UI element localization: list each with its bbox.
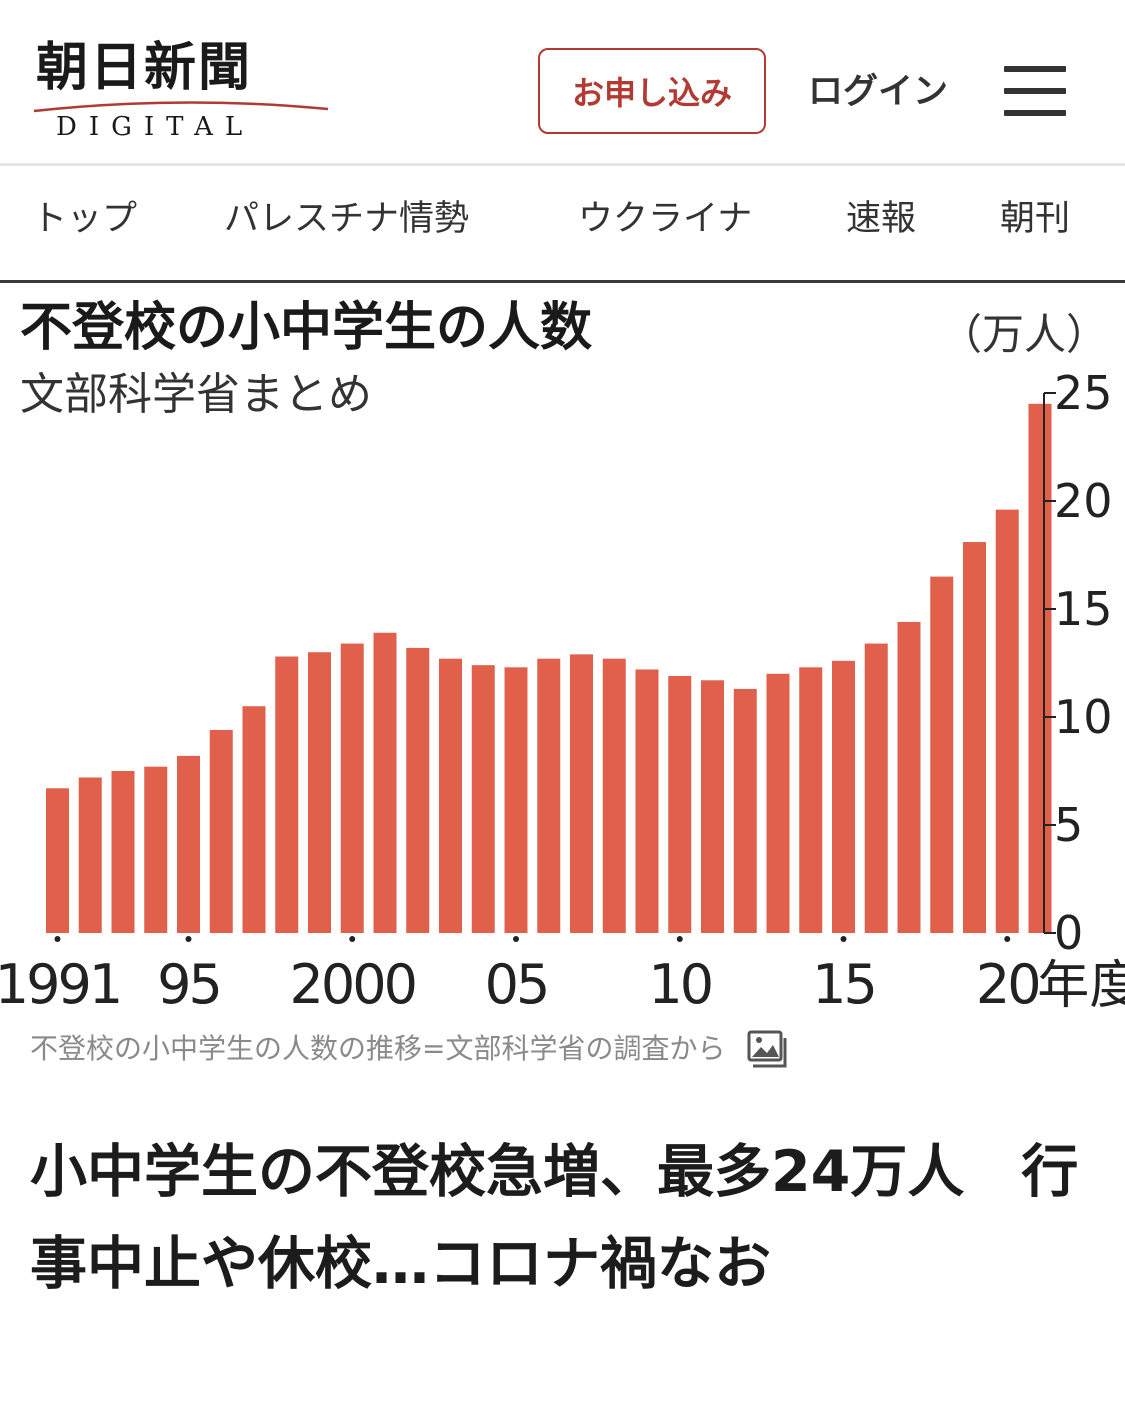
x-tick-label-2010: 10: [648, 953, 711, 1016]
x-axis-suffix: 年度: [1037, 956, 1125, 1016]
x-tick-dot-2010: [676, 936, 683, 942]
caption-row: 不登校の小中学生の人数の推移=文部科学省の調査から: [30, 1029, 787, 1069]
x-tick-dot-2015: [840, 936, 847, 942]
bar-2014: [799, 667, 823, 933]
bar-1992: [78, 777, 102, 933]
nav-item-palestine[interactable]: パレスチナ情勢: [224, 199, 470, 239]
site-header: 朝日新聞 DIGITAL お申し込み ログイン: [0, 0, 1125, 166]
bar-2011: [701, 680, 724, 933]
y-tick-label-15: 15: [1054, 582, 1113, 636]
x-tick-label-2015: 15: [812, 953, 875, 1016]
hamburger-menu-icon[interactable]: [1004, 66, 1066, 118]
bar-2000: [340, 643, 364, 933]
logo-swoosh-icon: [33, 101, 329, 113]
nav-item-ukraine[interactable]: ウクライナ: [578, 199, 753, 239]
article-headline: 小中学生の不登校急増、最多24万人 行事中止や休校…コロナ禍なお: [30, 1139, 1079, 1297]
bar-2017: [897, 621, 921, 933]
chart-unit: （万人）: [940, 310, 1108, 359]
x-tick-dot-1991: [54, 936, 61, 942]
nav-item-breaking[interactable]: 速報: [846, 199, 917, 239]
nav-item-top[interactable]: トップ: [32, 199, 138, 239]
bar-2008: [602, 658, 626, 933]
x-tick-dot-2005: [513, 936, 519, 942]
bar-2016: [864, 643, 888, 933]
bar-2001: [373, 632, 397, 933]
bar-2021: [1028, 403, 1052, 933]
bar-1994: [144, 766, 168, 933]
logo-text: 朝日新聞: [36, 37, 253, 98]
x-tick-label-1995: 95: [157, 953, 220, 1016]
y-tick-label-25: 25: [1054, 366, 1113, 420]
x-tick-label-2000: 2000: [290, 953, 415, 1016]
bar-1999: [308, 652, 331, 933]
bar-2012: [733, 688, 757, 933]
x-tick-label-1991: 1991: [0, 953, 120, 1016]
bar-2002: [406, 647, 430, 933]
logo-subtext: DIGITAL: [56, 112, 255, 142]
image-caption: 不登校の小中学生の人数の推移=文部科学省の調査から: [30, 1032, 726, 1065]
bar-2007: [570, 654, 593, 933]
bar-2006: [537, 658, 561, 933]
bar-2013: [766, 673, 790, 933]
x-tick-dot-2000: [349, 936, 356, 942]
bar-1996: [209, 729, 233, 933]
x-tick-label-2005: 05: [485, 953, 548, 1016]
bar-2004: [471, 665, 495, 933]
truancy-bar-chart[interactable]: 不登校の小中学生の人数 文部科学省まとめ （万人） 05101520251991…: [0, 283, 1125, 1023]
y-tick-label-5: 5: [1054, 798, 1083, 852]
x-tick-dot-1995: [185, 936, 192, 942]
article-figure: 不登校の小中学生の人数 文部科学省まとめ （万人） 0 5 10 15 20 25 1991…: [0, 283, 1125, 1083]
image-icon[interactable]: [747, 1030, 787, 1068]
bar-2019: [963, 542, 986, 933]
bar-2020: [995, 509, 1019, 933]
bar-2003: [439, 658, 462, 933]
bar-1997: [242, 706, 266, 933]
category-nav: トップ パレスチナ情勢 ウクライナ 速報 朝刊: [0, 166, 1125, 283]
x-tick-label-2020: 20: [976, 953, 1039, 1016]
chart-title: 不登校の小中学生の人数: [20, 298, 592, 358]
bar-2018: [930, 576, 954, 933]
login-link[interactable]: ログイン: [808, 72, 949, 112]
bar-2015: [832, 660, 855, 933]
apply-button[interactable]: お申し込み: [538, 48, 766, 134]
y-tick-label-20: 20: [1054, 474, 1113, 528]
bar-2005: [504, 667, 528, 933]
asahi-digital-logo[interactable]: 朝日新聞 DIGITAL: [33, 37, 336, 148]
bar-2009: [635, 669, 659, 933]
bar-1995: [177, 755, 200, 933]
bar-1998: [275, 656, 299, 933]
bar-1993: [111, 771, 135, 933]
nav-item-morning-edition[interactable]: 朝刊: [1000, 199, 1071, 239]
chart-subtitle: 文部科学省まとめ: [20, 369, 372, 420]
y-tick-label-0: 0: [1054, 906, 1083, 960]
x-tick-dot-2020: [1004, 936, 1011, 942]
bar-2010: [668, 675, 692, 933]
bar-1991: [46, 788, 69, 933]
y-tick-label-10: 10: [1054, 690, 1113, 744]
